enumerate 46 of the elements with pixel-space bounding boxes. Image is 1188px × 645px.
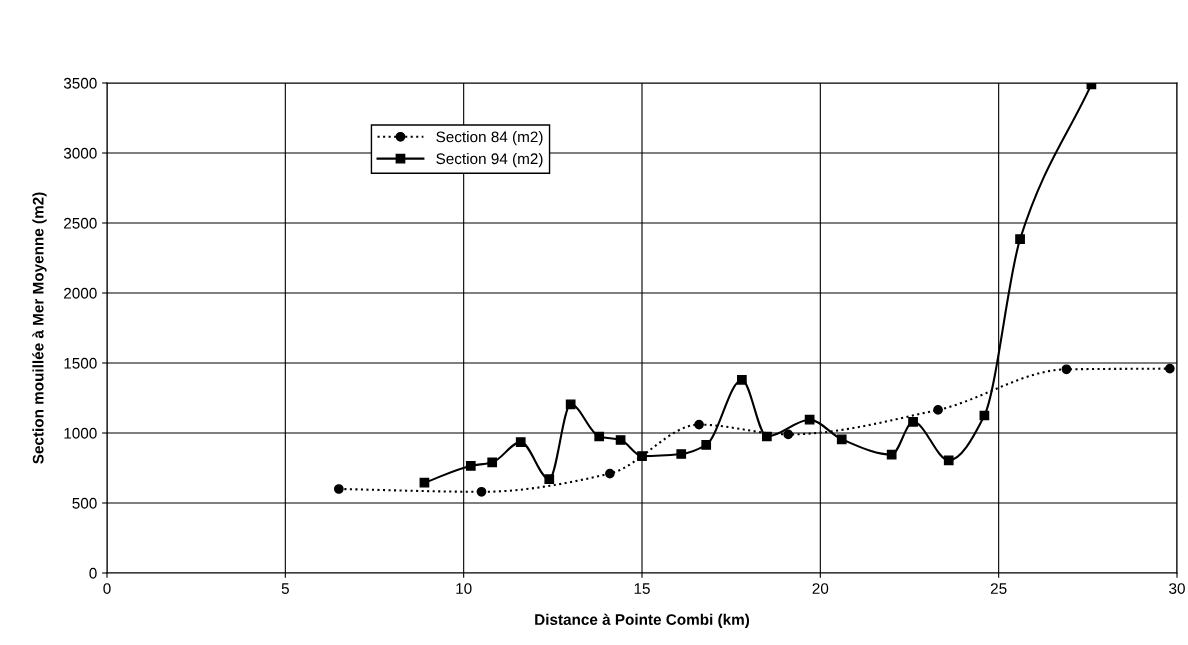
point <box>701 440 712 450</box>
point <box>886 449 897 460</box>
point <box>333 484 344 494</box>
x-tick-label: 10 <box>456 583 472 594</box>
point <box>605 468 615 479</box>
point <box>1165 363 1175 374</box>
x-tick-label: 0 <box>103 583 111 594</box>
y-tick-label: 2500 <box>64 217 97 229</box>
y-tick-label: 3000 <box>63 147 97 159</box>
point <box>544 474 555 485</box>
point <box>836 434 847 445</box>
y-tick-label: 500 <box>72 497 97 509</box>
point <box>943 455 954 466</box>
point <box>908 416 918 427</box>
point <box>565 399 576 410</box>
x-tick-label: 15 <box>634 583 650 594</box>
point <box>465 461 476 471</box>
x-tick-label: 5 <box>281 583 289 594</box>
point <box>1015 234 1025 244</box>
point <box>933 405 943 415</box>
point <box>476 486 487 497</box>
point <box>1061 364 1072 375</box>
point <box>737 374 747 385</box>
point <box>615 435 626 445</box>
point <box>515 437 526 447</box>
y-tick-label: 3500 <box>63 77 97 89</box>
x-tick-label: 30 <box>1169 583 1185 594</box>
point <box>637 451 647 461</box>
y-tick-label: 0 <box>89 567 97 579</box>
y-tick-label: 2000 <box>64 287 97 299</box>
x-axis-title: Distance à Pointe Combi (km) <box>535 613 750 629</box>
x-tick-label: 25 <box>990 583 1007 594</box>
point <box>761 431 772 442</box>
legend-label: Section 84 (m2) <box>436 131 543 146</box>
point <box>487 457 498 468</box>
y-axis-title: Section mouillée à Mer Moyenne (m2) <box>32 192 47 464</box>
point <box>419 477 430 488</box>
y-tick-label: 1500 <box>64 357 97 369</box>
point <box>594 431 605 442</box>
point <box>783 429 794 440</box>
point <box>694 419 704 430</box>
point <box>804 414 815 425</box>
legend-label: Section 94 (m2) <box>436 152 543 168</box>
y-tick-label: 1000 <box>64 427 97 439</box>
x-tick-label: 20 <box>812 583 829 594</box>
point <box>676 449 687 459</box>
